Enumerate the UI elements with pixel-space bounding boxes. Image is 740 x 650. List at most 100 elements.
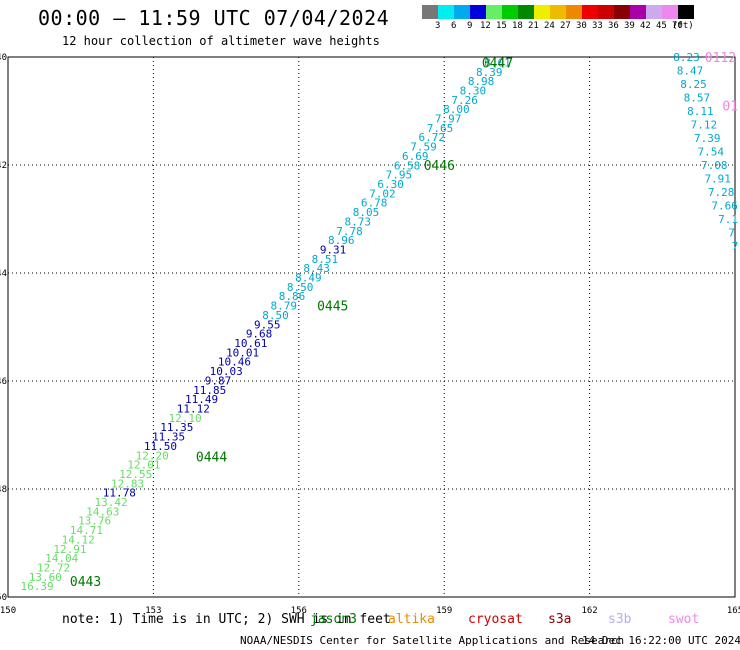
satellite-label-swot: swot [668,612,700,627]
wave-height-value: 6.30 [377,178,404,191]
legend-bin-label: 70 [672,21,683,31]
wave-height-value: 11.49 [185,393,218,406]
wave-height-value: 8.49 [295,272,322,285]
y-tick-label: -48 [0,485,7,495]
x-tick-label: 153 [145,606,161,616]
wave-height-value: 8.25 [680,78,707,91]
wave-height-value: 6.69 [402,150,429,163]
wave-height-value: 8.73 [344,215,371,228]
legend-swatch [566,5,582,19]
wave-height-value: 8.01 [484,56,511,69]
wave-height-value: 8.47 [677,65,704,78]
wave-height-value: 11.78 [103,487,136,500]
satellite-label-s3b: s3b [608,612,632,627]
wave-height-value: 7.12 [691,119,718,132]
pass-time-label: 0112 [705,51,736,66]
wave-height-value: 10.46 [218,356,251,369]
wave-height-value: 7.66 [711,200,738,213]
subtitle: 12 hour collection of altimeter wave hei… [62,34,380,48]
legend-swatch [422,5,438,19]
wave-height-value: 14.04 [45,552,78,565]
wave-height-value: 8.98 [468,75,495,88]
legend-swatch [630,5,646,19]
title: 00:00 — 11:59 UTC 07/04/2024 [38,6,390,30]
wave-height-value: 13.76 [78,515,111,528]
wave-height-value: 7.28 [708,186,735,199]
wave-height-value: 9.31 [320,243,347,256]
wave-height-value: 8.86 [279,290,306,303]
wave-height-value: 7.08 [701,159,728,172]
footnote: note: 1) Time is in UTC; 2) SWH is in fe… [62,612,391,627]
legend-swatch [534,5,550,19]
wave-height-value: 7.1 [718,213,738,226]
satellite-label-altika: altika [388,612,435,627]
wave-height-value: 14.63 [86,505,119,518]
wave-height-value: 8.79 [270,300,297,313]
wave-height-value: 8.96 [328,234,355,247]
wave-height-value: 11.85 [193,384,226,397]
y-tick-label: -40 [0,53,7,63]
wave-height-value: 10.61 [234,337,267,350]
legend-bin-label: 21 [528,21,539,31]
wave-height-value: 8.00 [443,103,470,116]
x-tick-label: 165 [727,606,740,616]
wave-height-value: 7.02 [369,187,396,200]
wave-height-value: 7.26 [451,94,478,107]
x-tick-label: 162 [581,606,597,616]
satellite-label-jason3: jason3 [310,612,357,627]
wave-height-value: 10.03 [210,365,243,378]
wave-height-value: 13.42 [95,496,128,509]
wave-height-value: 12.01 [127,459,160,472]
wave-height-value: 7.54 [698,146,725,159]
wave-height-value: 14.71 [70,524,103,537]
wave-height-value: 8.51 [312,253,339,266]
satellite-label-s3a: s3a [548,612,572,627]
wave-height-value: 12.91 [53,543,86,556]
wave-height-value: 7.97 [435,113,462,126]
legend-swatch [598,5,614,19]
wave-height-value: 7 [728,227,735,240]
wave-height-value: 8.05 [353,206,380,219]
legend-bin-label: 6 [451,21,457,31]
y-tick-label: -50 [0,593,7,603]
pass-time-label: 0446 [424,159,455,174]
pass-time-label: 0445 [317,299,348,314]
pass-time-label: 0443 [70,575,101,590]
wave-height-value: 7.78 [336,225,363,238]
wave-height-value: 8.30 [460,84,487,97]
wave-height-value: 7.65 [427,122,454,135]
legend-bin-label: 30 [576,21,587,31]
wave-height-value: 7.39 [694,132,721,145]
pass-time-label: 0447 [482,56,513,71]
legend-swatch [614,5,630,19]
wave-height-value: 8.57 [684,92,711,105]
wave-height-value: 11.35 [160,421,193,434]
legend-bin-label: 12 [480,21,491,31]
wave-height-value: 9.68 [246,328,273,341]
wave-height-value: 7.95 [386,169,413,182]
y-tick-label: -46 [0,377,7,387]
wave-height-value: 12.55 [119,468,152,481]
satellite-label-cryosat: cryosat [468,612,523,627]
wave-height-value: 6.58 [394,159,421,172]
legend-swatch [678,5,694,19]
x-tick-label: 159 [436,606,452,616]
wave-height-value: 8.50 [287,281,314,294]
legend-swatch [662,5,678,19]
wave-height-value: 7 [732,240,739,253]
wave-height-value: 11.12 [177,402,210,415]
legend-swatch [438,5,454,19]
pass-time-label: 01 [722,100,738,115]
wave-height-value: 14.12 [62,533,95,546]
wave-height-value: 7.91 [704,173,731,186]
wave-height-value: 12.83 [111,477,144,490]
legend-bin-label: 33 [592,21,603,31]
wave-height-value: 12.72 [37,561,70,574]
legend-swatch [582,5,598,19]
wave-height-value: 11.50 [144,440,177,453]
legend-bin-label: 27 [560,21,571,31]
legend-swatch [470,5,486,19]
wave-height-value: 13.60 [29,571,62,584]
legend-bin-label: 3 [435,21,441,31]
x-tick-label: 156 [291,606,307,616]
